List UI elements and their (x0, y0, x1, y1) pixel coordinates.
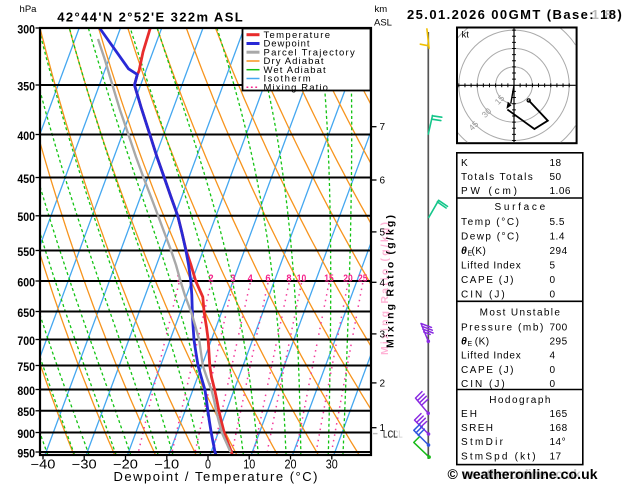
svg-text:Dry Adiabat: Dry Adiabat (264, 56, 324, 67)
svg-text:20: 20 (285, 458, 297, 472)
svg-text:Mixing Ratio (g/kg): Mixing Ratio (g/kg) (379, 222, 391, 355)
svg-text:15: 15 (324, 273, 334, 284)
svg-text:PW (cm): PW (cm) (461, 186, 517, 197)
svg-text:Totals Totals: Totals Totals (461, 172, 533, 183)
svg-text:K: K (461, 158, 468, 169)
svg-text:0: 0 (550, 379, 556, 390)
svg-text:Hodograph: Hodograph (489, 395, 550, 406)
svg-text:StmSpd (kt): StmSpd (kt) (461, 451, 536, 462)
svg-text:Wet Adiabat: Wet Adiabat (264, 65, 327, 76)
svg-text:Dewpoint / Temperature (°C): Dewpoint / Temperature (°C) (114, 469, 318, 484)
svg-text:500: 500 (17, 210, 35, 224)
svg-text:10: 10 (297, 273, 307, 284)
svg-text:50: 50 (550, 172, 562, 183)
svg-text:CAPE (J): CAPE (J) (461, 275, 514, 286)
svg-text:550: 550 (17, 245, 35, 259)
svg-text:0: 0 (205, 458, 211, 472)
svg-text:Lifted Index: Lifted Index (461, 351, 521, 362)
svg-text:Temp (°C): Temp (°C) (461, 217, 519, 228)
svg-text:ASL: ASL (374, 18, 392, 29)
svg-text:Temperature: Temperature (264, 30, 331, 41)
svg-text:5.5: 5.5 (550, 217, 565, 228)
svg-text:: 18): : 18) (572, 7, 622, 22)
svg-text:600: 600 (17, 275, 35, 289)
svg-text:−20: −20 (113, 458, 138, 472)
svg-text:1: 1 (380, 423, 386, 434)
svg-text:Surface: Surface (494, 202, 545, 213)
svg-text:294: 294 (550, 246, 568, 257)
svg-text:weatheronline.co.uk: weatheronline.co.uk (462, 466, 581, 482)
svg-text:θ: θ (461, 245, 467, 257)
svg-text:E: E (468, 251, 473, 258)
svg-text:295: 295 (550, 337, 568, 348)
svg-text:Lifted Index: Lifted Index (461, 261, 521, 272)
svg-text:6: 6 (380, 176, 386, 187)
svg-text:8: 8 (286, 273, 292, 284)
svg-text:25.01.2026 00GMT (Base: 18): 25.01.2026 00GMT (Base: 18) (407, 7, 622, 22)
svg-text:0: 0 (550, 290, 556, 301)
svg-text:6: 6 (265, 273, 271, 284)
svg-text:StmDir: StmDir (461, 437, 504, 448)
svg-text:900: 900 (17, 427, 35, 441)
svg-text:1.06: 1.06 (550, 186, 571, 197)
svg-text:1.4: 1.4 (550, 232, 565, 243)
svg-text:850: 850 (17, 405, 35, 419)
svg-text:4: 4 (550, 351, 556, 362)
svg-text:hPa: hPa (20, 4, 38, 15)
svg-text:LCL: LCL (383, 430, 398, 441)
svg-text:kt: kt (462, 30, 470, 41)
svg-text:Mixing Ratio (g/kg): Mixing Ratio (g/kg) (385, 215, 397, 348)
svg-text:3: 3 (230, 273, 236, 284)
svg-text:−30: −30 (72, 458, 97, 472)
svg-text:−10: −10 (154, 458, 179, 472)
svg-text:750: 750 (17, 360, 35, 374)
svg-text:CAPE (J): CAPE (J) (461, 365, 514, 376)
svg-text:14°: 14° (550, 437, 567, 448)
svg-text:400: 400 (17, 129, 35, 143)
svg-text:Parcel Trajectory: Parcel Trajectory (264, 47, 355, 58)
svg-text:800: 800 (17, 384, 35, 398)
svg-text:5: 5 (380, 227, 386, 238)
svg-text:4: 4 (248, 273, 254, 284)
svg-text:Mixing Ratio: Mixing Ratio (264, 82, 328, 93)
svg-text:E: E (468, 341, 473, 348)
svg-text:(K): (K) (472, 337, 490, 348)
svg-text:Dewp (°C): Dewp (°C) (461, 232, 519, 243)
svg-text:km: km (375, 4, 388, 15)
svg-text:7: 7 (380, 122, 386, 133)
svg-text:300: 300 (17, 22, 35, 36)
svg-text:20: 20 (343, 273, 353, 284)
svg-text:10: 10 (243, 458, 255, 472)
svg-text:2: 2 (208, 273, 214, 284)
svg-text:4: 4 (380, 278, 386, 289)
svg-text:(K): (K) (472, 246, 487, 257)
svg-text:EH: EH (461, 409, 477, 420)
svg-text:Pressure (mb): Pressure (mb) (461, 322, 543, 333)
svg-text:0: 0 (550, 275, 556, 286)
svg-text:2: 2 (380, 378, 386, 389)
svg-text:0: 0 (550, 365, 556, 376)
svg-text:350: 350 (17, 79, 35, 93)
svg-text:−40: −40 (31, 458, 56, 472)
svg-text:18: 18 (550, 158, 562, 169)
svg-text:LCL: LCL (388, 430, 403, 441)
svg-text:700: 700 (17, 334, 35, 348)
svg-text:Dewpoint: Dewpoint (264, 39, 310, 50)
svg-text:700: 700 (550, 322, 568, 333)
svg-text:30: 30 (326, 458, 338, 472)
svg-text:SREH: SREH (461, 423, 493, 434)
svg-text:Isotherm: Isotherm (264, 74, 311, 85)
svg-text:Most Unstable: Most Unstable (480, 308, 561, 319)
svg-text:450: 450 (17, 172, 35, 186)
svg-text:650: 650 (17, 306, 35, 320)
svg-text:© weatheronline.co.uk: © weatheronline.co.uk (448, 466, 598, 482)
svg-text:17: 17 (550, 451, 562, 462)
svg-text:168: 168 (550, 423, 568, 434)
svg-text:25: 25 (358, 273, 368, 284)
svg-text:θ: θ (461, 336, 467, 348)
svg-text:3: 3 (380, 329, 386, 340)
svg-text:950: 950 (17, 446, 35, 460)
svg-text:165: 165 (550, 409, 568, 420)
svg-text:5: 5 (550, 261, 556, 272)
